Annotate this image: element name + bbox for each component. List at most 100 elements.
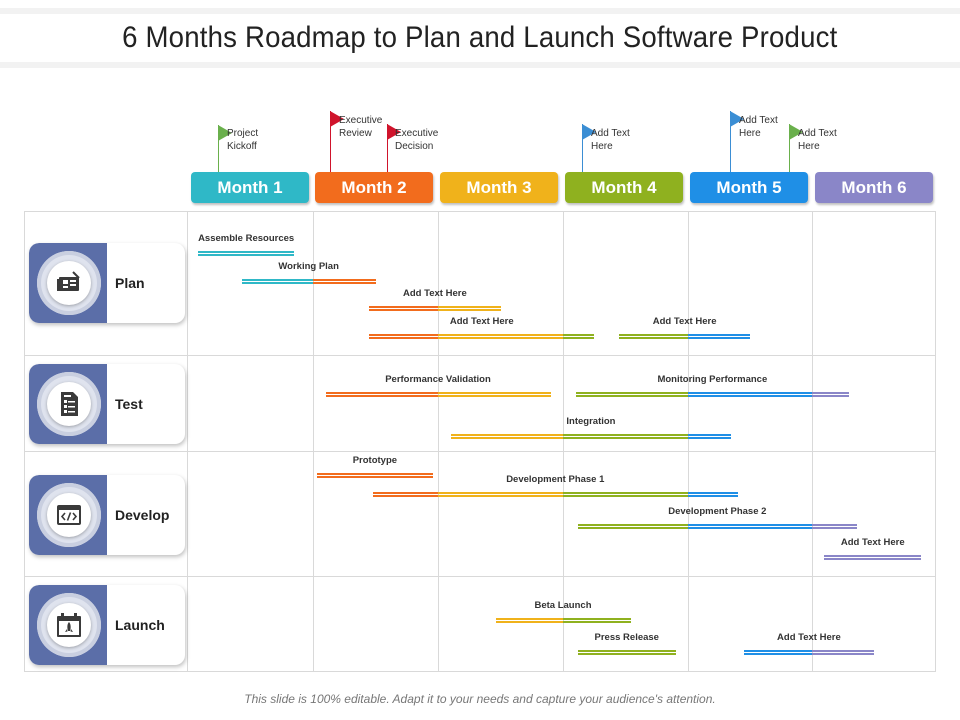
rocket-calendar-icon [47, 603, 91, 647]
milestone-flag-pole [789, 124, 790, 172]
phase-card-launch: Launch [29, 585, 185, 665]
task-bar-segment [198, 251, 295, 253]
task-bar-segment [241, 279, 313, 281]
task-bar-segment [563, 437, 688, 439]
task-bar-segment [316, 473, 433, 475]
task-bar-segment [578, 527, 688, 529]
task-bar-segment [373, 492, 438, 494]
task-bar-segment [313, 282, 376, 284]
phase-card-side [29, 475, 107, 555]
task-bar-segment [743, 653, 812, 655]
task-bar-segment [438, 337, 563, 339]
milestone-label: Add Text Here [591, 128, 630, 152]
task-bar-segment [369, 334, 438, 336]
task-bar-segment [313, 279, 376, 281]
title-bar: 6 Months Roadmap to Plan and Launch Soft… [0, 8, 960, 68]
phase-label: Plan [115, 275, 145, 291]
phase-card-develop: Develop [29, 475, 185, 555]
task-bar-segment [824, 558, 922, 560]
milestone-flag-pole [218, 125, 219, 172]
footer-note: This slide is 100% editable. Adapt it to… [244, 692, 716, 706]
milestone-flag-icon [330, 111, 344, 127]
task-bar-segment [325, 392, 438, 394]
task-bar [824, 555, 922, 560]
task-label: Add Text Here [449, 316, 514, 327]
milestone-flag-icon [789, 124, 803, 140]
task-label: Add Text Here [840, 537, 905, 548]
milestone-label: Project Kickoff [227, 128, 259, 152]
task-bar-segment [495, 618, 563, 620]
milestone-flag-icon [387, 124, 401, 140]
task-bar [450, 434, 732, 439]
phase-icon-ring [37, 251, 101, 315]
task-bar-segment [688, 337, 750, 339]
task-label: Working Plan [278, 261, 339, 272]
month-header-1: Month 1 [191, 172, 309, 203]
task-bar-segment [688, 392, 812, 394]
task-label: Monitoring Performance [657, 374, 768, 385]
code-window-icon [47, 493, 91, 537]
milestone-flag-pole [730, 111, 731, 172]
grid-row-divider [24, 451, 936, 452]
task-bar-segment [450, 434, 563, 436]
task-bar-segment [811, 650, 874, 652]
task-bar-segment [688, 492, 738, 494]
month-header-5: Month 5 [690, 172, 808, 203]
task-bar-segment [325, 395, 438, 397]
task-bar-segment [688, 395, 812, 397]
task-bar-segment [369, 306, 438, 308]
task-bar-segment [450, 437, 563, 439]
task-bar-segment [688, 524, 812, 526]
task-label: Integration [566, 416, 616, 427]
task-bar-segment [688, 527, 812, 529]
grid-column-divider [187, 211, 188, 672]
grid-row-divider [24, 355, 936, 356]
milestone-label: Executive Decision [395, 128, 439, 152]
task-bar-segment [369, 309, 438, 311]
roadmap-grid [24, 211, 936, 672]
task-bar-segment [438, 309, 501, 311]
phase-icon-ring [37, 593, 101, 657]
task-bar-segment [688, 334, 750, 336]
task-bar-segment [619, 334, 688, 336]
task-bar-segment [563, 618, 631, 620]
task-bar-segment [575, 395, 688, 397]
phase-label: Test [115, 396, 143, 412]
task-bar-segment [198, 254, 295, 256]
task-bar-segment [619, 337, 688, 339]
month-header-4: Month 4 [565, 172, 683, 203]
task-bar-segment [811, 653, 874, 655]
task-bar [241, 279, 376, 284]
task-bar-segment [688, 434, 732, 436]
task-bar [373, 492, 738, 497]
month-header-6: Month 6 [815, 172, 933, 203]
task-bar-segment [241, 282, 313, 284]
task-bar-segment [824, 555, 922, 557]
grid-column-divider [688, 211, 689, 672]
task-label: Beta Launch [534, 600, 592, 611]
phase-label: Develop [115, 507, 170, 523]
task-bar-segment [688, 437, 732, 439]
task-label: Press Release [594, 632, 659, 643]
task-bar [325, 392, 551, 397]
task-label: Add Text Here [403, 288, 467, 299]
task-bar-segment [743, 650, 812, 652]
milestone-label: Executive Review [339, 115, 383, 139]
page-title: 6 Months Roadmap to Plan and Launch Soft… [122, 21, 838, 54]
task-bar-segment [578, 653, 676, 655]
task-bar-segment [369, 337, 438, 339]
grid-column-divider [812, 211, 813, 672]
grid-column-divider [563, 211, 564, 672]
task-label: Development Phase 2 [668, 506, 767, 517]
milestone-label: Add Text Here [798, 128, 837, 152]
task-bar [578, 650, 676, 655]
task-bar-segment [578, 650, 676, 652]
task-bar-segment [438, 395, 551, 397]
phase-card-side [29, 243, 107, 323]
task-bar [575, 392, 850, 397]
task-bar-segment [563, 337, 595, 339]
task-bar [198, 251, 295, 256]
month-header-2: Month 2 [315, 172, 433, 203]
phase-icon-ring [37, 483, 101, 547]
grid-column-divider [438, 211, 439, 672]
